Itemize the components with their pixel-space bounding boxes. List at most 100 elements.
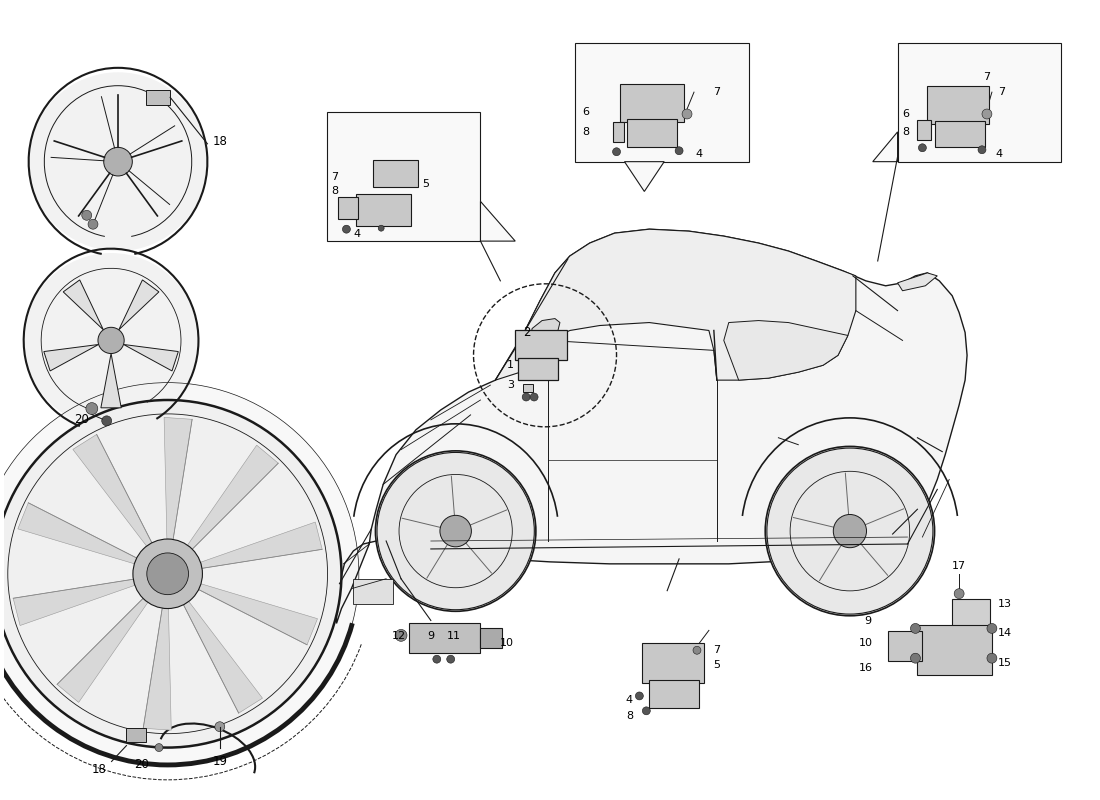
Text: 6: 6 [902, 109, 909, 119]
Polygon shape [184, 602, 263, 713]
Text: 9: 9 [865, 617, 871, 626]
Text: 8: 8 [582, 127, 590, 137]
Polygon shape [13, 579, 135, 626]
Text: 5: 5 [422, 178, 429, 189]
Text: 20: 20 [74, 414, 89, 426]
Circle shape [432, 655, 441, 663]
Text: 13: 13 [998, 598, 1012, 609]
Circle shape [375, 451, 536, 611]
FancyBboxPatch shape [917, 120, 932, 140]
Text: 7: 7 [713, 646, 721, 655]
Text: 2: 2 [524, 326, 531, 339]
Text: 8: 8 [902, 127, 909, 137]
Circle shape [24, 253, 198, 428]
FancyBboxPatch shape [642, 643, 704, 683]
FancyBboxPatch shape [327, 112, 481, 241]
Circle shape [88, 219, 98, 229]
Circle shape [693, 646, 701, 654]
Text: 11: 11 [447, 631, 461, 642]
Circle shape [918, 144, 926, 152]
FancyBboxPatch shape [339, 198, 359, 219]
Text: 6: 6 [582, 107, 590, 117]
Circle shape [766, 446, 935, 616]
FancyBboxPatch shape [524, 384, 534, 392]
Text: 15: 15 [998, 658, 1012, 668]
Circle shape [447, 655, 454, 663]
Text: 18: 18 [213, 135, 228, 148]
Polygon shape [200, 522, 322, 568]
FancyBboxPatch shape [356, 194, 411, 226]
Text: 17: 17 [953, 561, 966, 571]
Circle shape [86, 402, 98, 414]
FancyBboxPatch shape [518, 358, 558, 380]
Text: 5: 5 [713, 660, 721, 670]
Circle shape [377, 453, 535, 610]
FancyBboxPatch shape [575, 42, 749, 162]
Circle shape [98, 327, 124, 354]
Circle shape [530, 393, 538, 401]
Circle shape [987, 654, 997, 663]
FancyBboxPatch shape [146, 90, 170, 106]
Polygon shape [63, 280, 103, 330]
Text: 16: 16 [859, 663, 872, 673]
Circle shape [522, 393, 530, 401]
Circle shape [911, 623, 921, 634]
Text: 10: 10 [859, 638, 872, 648]
Polygon shape [164, 418, 192, 539]
Circle shape [133, 539, 202, 609]
Circle shape [978, 146, 986, 154]
Polygon shape [143, 608, 172, 730]
Text: 19: 19 [212, 755, 228, 768]
Circle shape [378, 226, 384, 231]
Text: 7: 7 [713, 87, 721, 97]
Circle shape [987, 623, 997, 634]
Circle shape [682, 109, 692, 119]
FancyBboxPatch shape [481, 629, 503, 648]
Circle shape [0, 382, 359, 765]
Text: 10: 10 [500, 638, 515, 648]
FancyBboxPatch shape [927, 86, 989, 124]
Circle shape [103, 147, 132, 176]
Circle shape [982, 109, 992, 119]
Circle shape [954, 589, 964, 598]
Text: 8: 8 [626, 710, 632, 721]
FancyBboxPatch shape [917, 626, 992, 675]
Circle shape [911, 654, 921, 663]
Text: 4: 4 [354, 229, 361, 239]
FancyBboxPatch shape [619, 84, 684, 122]
FancyBboxPatch shape [649, 680, 698, 708]
Circle shape [0, 400, 341, 747]
Text: 14: 14 [998, 628, 1012, 638]
FancyBboxPatch shape [935, 121, 984, 146]
FancyBboxPatch shape [953, 598, 990, 638]
FancyBboxPatch shape [515, 330, 566, 360]
Text: 12: 12 [392, 631, 406, 642]
Polygon shape [187, 445, 278, 550]
Text: 7: 7 [331, 171, 338, 182]
Polygon shape [625, 162, 664, 191]
Text: 4: 4 [996, 149, 1002, 158]
Polygon shape [44, 345, 99, 371]
Polygon shape [724, 321, 848, 380]
Circle shape [214, 722, 224, 732]
Polygon shape [101, 354, 121, 408]
Polygon shape [530, 318, 560, 346]
Circle shape [440, 515, 472, 547]
Circle shape [29, 72, 208, 251]
Polygon shape [199, 584, 318, 645]
Circle shape [342, 226, 351, 233]
FancyBboxPatch shape [126, 728, 146, 742]
Circle shape [395, 630, 407, 642]
Polygon shape [119, 280, 158, 330]
Text: 9: 9 [427, 631, 434, 642]
FancyBboxPatch shape [613, 122, 625, 142]
Polygon shape [495, 229, 856, 380]
Polygon shape [898, 273, 937, 290]
Polygon shape [18, 502, 136, 564]
FancyBboxPatch shape [409, 623, 481, 654]
Polygon shape [123, 345, 178, 371]
Text: 18: 18 [91, 763, 106, 776]
Polygon shape [481, 202, 515, 241]
FancyBboxPatch shape [373, 160, 418, 187]
Circle shape [101, 416, 112, 426]
